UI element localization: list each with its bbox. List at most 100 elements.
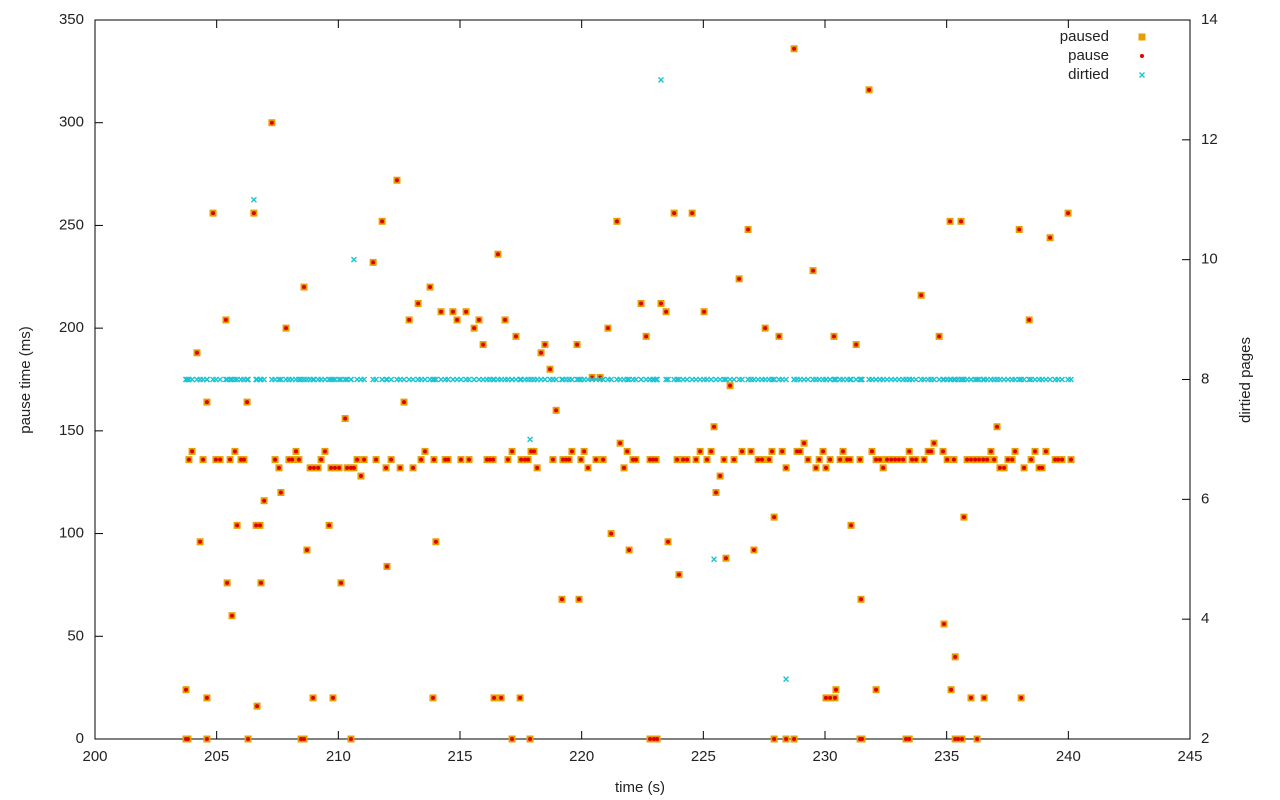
data-point: [218, 457, 223, 462]
y-tick-label: 350: [59, 11, 84, 28]
data-point: [185, 737, 190, 741]
data-point: [1013, 449, 1018, 454]
data-point: [582, 449, 587, 454]
data-point: [269, 120, 274, 125]
y2-tick-label: 14: [1201, 11, 1218, 28]
data-point: [1016, 376, 1023, 383]
data-point: [713, 490, 718, 495]
data-point: [499, 695, 504, 700]
data-point: [959, 737, 964, 741]
data-point: [428, 285, 433, 290]
data-point: [1068, 376, 1075, 383]
data-point: [728, 383, 733, 388]
data-point: [817, 457, 822, 462]
data-point: [204, 737, 209, 741]
data-point: [276, 465, 281, 470]
data-point: [223, 317, 228, 322]
x-tick-label: 220: [569, 748, 594, 765]
data-point: [355, 457, 360, 462]
data-point: [756, 457, 761, 462]
data-point: [639, 301, 644, 306]
data-point: [811, 268, 816, 273]
data-point: [949, 687, 954, 692]
data-point: [217, 376, 224, 383]
data-point: [953, 654, 958, 659]
data-point: [1043, 449, 1048, 454]
data-point: [345, 465, 350, 470]
x-tick-label: 225: [691, 748, 716, 765]
data-point: [492, 695, 497, 700]
data-point: [295, 376, 302, 383]
data-point: [937, 334, 942, 339]
x-tick-label: 200: [82, 748, 107, 765]
data-point: [481, 342, 486, 347]
y2-tick-label: 8: [1201, 370, 1209, 387]
x-tick-label: 240: [1056, 748, 1081, 765]
data-point: [450, 309, 455, 314]
data-point: [677, 572, 681, 577]
data-point: [578, 457, 583, 462]
data-point: [542, 342, 547, 347]
data-point: [513, 334, 518, 339]
data-point: [541, 376, 548, 383]
data-point: [229, 613, 234, 618]
data-point: [932, 441, 937, 446]
x-tick-label: 210: [326, 748, 351, 765]
data-point: [969, 695, 973, 700]
data-point: [771, 376, 778, 383]
data-point: [914, 457, 919, 462]
data-point: [838, 457, 843, 462]
data-point: [1059, 376, 1066, 383]
data-point: [622, 465, 627, 470]
data-point: [848, 457, 853, 462]
data-point: [823, 695, 828, 700]
data-point: [685, 457, 690, 462]
data-point: [702, 309, 707, 314]
data-point: [251, 211, 256, 216]
data-point: [828, 695, 833, 700]
data-point: [858, 376, 865, 383]
data-point: [907, 737, 912, 741]
data-point: [1048, 235, 1053, 240]
data-point: [625, 449, 630, 454]
y-tick-label: 100: [59, 525, 84, 542]
data-point: [564, 457, 569, 462]
data-point: [708, 376, 715, 383]
data-point: [455, 317, 460, 322]
y-tick-label: 200: [59, 319, 84, 336]
data-point: [633, 457, 638, 462]
data-point: [316, 465, 321, 470]
data-point: [464, 309, 469, 314]
data-point: [433, 539, 438, 544]
data-point: [416, 301, 421, 306]
data-point: [471, 376, 478, 383]
data-point: [203, 376, 210, 383]
x-tick-label: 230: [812, 748, 837, 765]
data-point: [485, 457, 490, 462]
data-point: [407, 317, 412, 322]
data-point: [430, 376, 437, 383]
data-point: [690, 211, 695, 216]
data-point: [204, 695, 209, 700]
data-point: [665, 376, 672, 383]
data-point: [518, 695, 523, 700]
data-point: [322, 449, 327, 454]
data-point: [609, 531, 614, 536]
data-point: [896, 457, 901, 462]
data-point: [457, 376, 464, 383]
legend-marker: [1139, 72, 1145, 78]
data-point: [304, 548, 309, 553]
data-point: [874, 687, 879, 692]
data-point: [535, 465, 540, 470]
data-point: [709, 449, 714, 454]
data-point: [1040, 465, 1045, 470]
data-point: [959, 376, 965, 383]
data-point: [302, 737, 307, 741]
data-point: [585, 465, 590, 470]
data-point: [505, 457, 510, 462]
data-point: [784, 737, 789, 741]
data-point: [948, 219, 953, 224]
data-point: [1047, 376, 1054, 383]
data-point: [550, 457, 555, 462]
